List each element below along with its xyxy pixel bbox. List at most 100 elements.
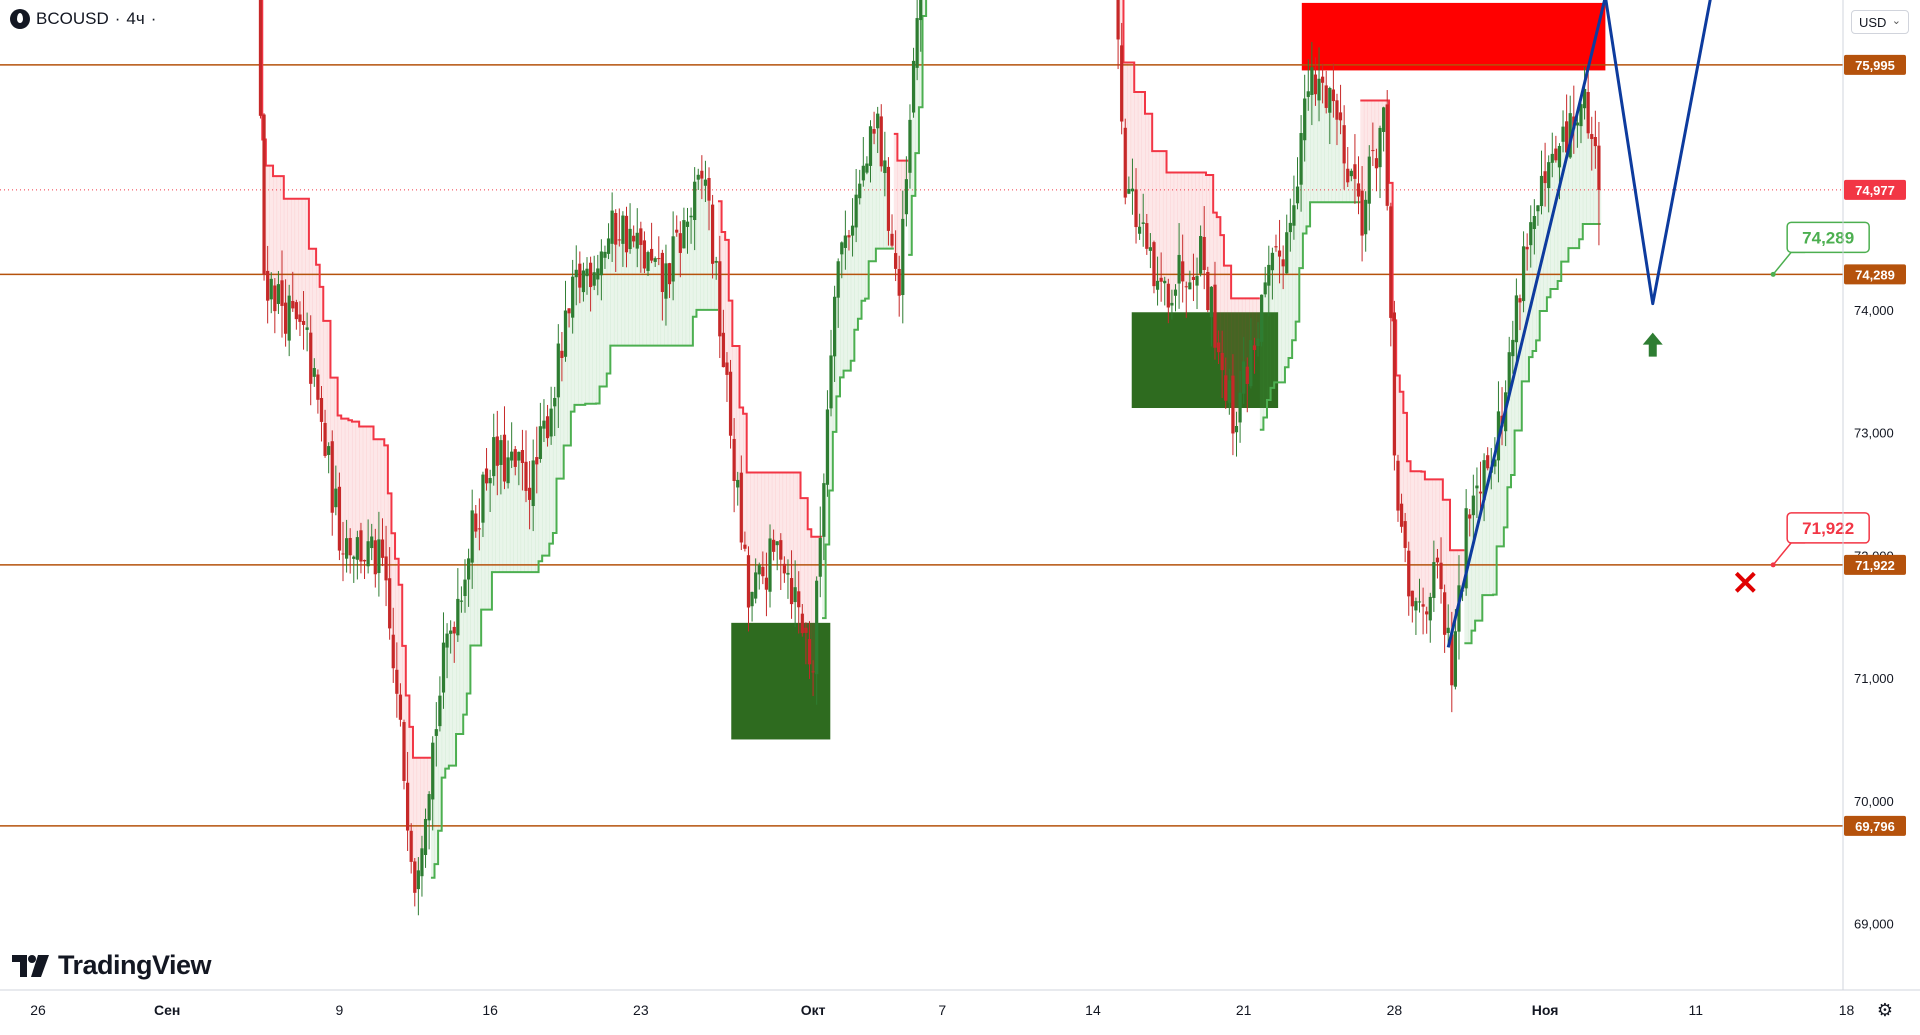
candle-body — [1550, 153, 1554, 163]
trail-fill — [1582, 88, 1587, 225]
candle-body — [915, 18, 919, 68]
trail-fill — [1234, 298, 1239, 427]
candle-body — [445, 633, 449, 648]
candle-body — [815, 580, 819, 675]
candle-body — [1410, 590, 1414, 607]
candle-body — [657, 258, 661, 260]
trail-fill — [631, 241, 636, 346]
trail-fill — [517, 451, 522, 573]
trail-fill — [796, 472, 802, 608]
trail-fill — [839, 242, 845, 378]
current-price-tag — [1844, 179, 1906, 200]
trail-fill — [872, 133, 877, 262]
candle-body — [901, 218, 905, 296]
candle-body — [1195, 276, 1199, 286]
candle-body — [879, 116, 883, 167]
trailing-stop-line — [261, 0, 431, 759]
trail-fill — [1173, 172, 1178, 290]
candle-body — [825, 409, 830, 485]
callout-box[interactable] — [1786, 221, 1870, 254]
trail-fill — [1159, 151, 1164, 282]
candle-body — [1421, 604, 1425, 607]
trail-fill — [811, 536, 816, 672]
candle-body — [1338, 112, 1343, 121]
candle-body — [1130, 188, 1135, 192]
gear-icon[interactable]: ⚙ — [1876, 1000, 1894, 1020]
candle-body — [1127, 188, 1131, 194]
candle-body — [858, 183, 862, 199]
trail-fill — [653, 258, 658, 346]
candle-body — [1321, 76, 1325, 83]
trail-fill — [1485, 468, 1490, 596]
candle-body — [1446, 627, 1450, 634]
tradingview-logo[interactable]: TradingView — [12, 950, 212, 981]
candle-body — [1579, 104, 1583, 127]
trail-fill — [700, 178, 705, 310]
currency-selector[interactable]: USD ⌄ — [1851, 10, 1909, 34]
trail-fill — [1227, 265, 1232, 381]
candle-body — [1177, 254, 1181, 284]
trail-fill — [678, 252, 683, 346]
candle-body — [675, 229, 679, 233]
candle-body — [786, 572, 790, 575]
trail-fill — [592, 272, 597, 404]
up-arrow-icon — [1642, 332, 1663, 357]
trail-fill — [1363, 100, 1368, 200]
trail-fill — [452, 633, 457, 766]
trail-fill — [642, 268, 647, 346]
trail-fill — [624, 252, 629, 346]
candle-body — [1245, 366, 1249, 384]
candle-body — [1392, 312, 1396, 456]
candle-body — [563, 310, 568, 357]
trail-fill — [603, 251, 608, 387]
trail-fill — [369, 426, 375, 537]
candle-body — [1435, 557, 1440, 563]
candle-body — [1403, 521, 1407, 548]
time-tick-label: 26 — [30, 1002, 46, 1018]
candle-body — [664, 263, 668, 299]
candle-body — [653, 258, 657, 262]
trail-fill — [290, 198, 296, 309]
candle-body — [1536, 205, 1540, 212]
candle-body — [761, 566, 765, 577]
candle-body — [707, 177, 711, 201]
candle-body — [301, 320, 306, 325]
trail-fill — [1198, 172, 1203, 237]
trail-fill — [768, 472, 773, 539]
trail-fill — [1162, 151, 1168, 281]
trail-fill — [1446, 499, 1451, 628]
candle-body — [402, 722, 406, 781]
trail-fill — [265, 165, 270, 301]
trail-fill — [1155, 151, 1160, 281]
candle-body — [341, 553, 345, 555]
candle-body — [1281, 259, 1285, 267]
candle-body — [1170, 302, 1174, 306]
trail-fill — [1292, 205, 1297, 341]
candle-body — [441, 642, 446, 693]
candle-body — [280, 280, 284, 306]
time-tick-label: 7 — [938, 1002, 946, 1018]
trail-fill — [674, 232, 680, 346]
trail-fill — [477, 528, 482, 646]
candle-body — [1331, 89, 1335, 102]
candle-body — [883, 160, 887, 174]
chevron-down-icon: ⌄ — [1891, 15, 1901, 27]
trail-fill — [552, 397, 558, 533]
candle-body — [391, 634, 395, 669]
time-axis[interactable]: 26 Сен 9 16 23 Окт 7 14 21 28 Ноя 11 18 — [0, 989, 1920, 1018]
trail-fill — [323, 320, 328, 456]
time-tick-label: 9 — [336, 1002, 344, 1018]
symbol-legend[interactable]: BCOUSD · 4ч · — [10, 9, 156, 29]
candle-body — [535, 457, 539, 465]
callout-box[interactable] — [1786, 512, 1870, 544]
price-axis[interactable]: 68,00069,00070,00071,00072,00073,00074,0… — [1842, 0, 1906, 1035]
trail-fill — [438, 695, 443, 831]
candle-body — [750, 591, 754, 607]
trail-fill — [484, 483, 489, 610]
candle-body — [1428, 596, 1432, 621]
candle-body — [1138, 226, 1142, 234]
trail-fill — [725, 239, 730, 375]
candle-body — [789, 578, 794, 605]
trail-fill — [391, 533, 396, 669]
